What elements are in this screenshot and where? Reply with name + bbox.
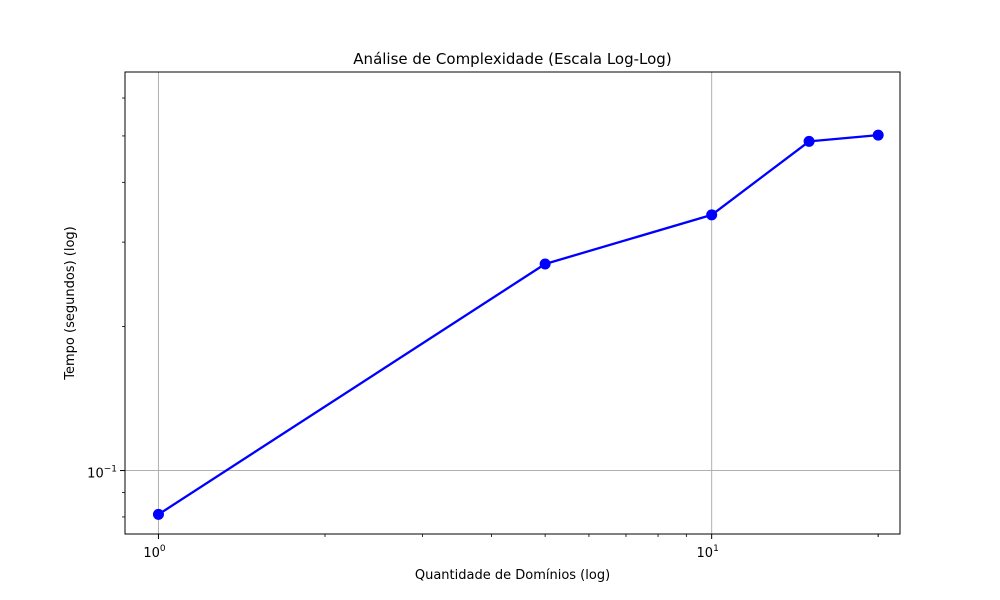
plot-frame [124,71,901,535]
grid-lines [125,72,900,534]
data-point [539,258,551,270]
x-axis-label: Quantidade de Domínios (log) [415,568,610,583]
y-tick-label: 10−1 [87,465,117,482]
data-series [152,129,884,520]
y-axis-label: Tempo (segundos) (log) [63,226,78,380]
x-tick-label: 100 [143,544,166,561]
data-point [152,508,164,520]
data-point [803,135,815,147]
x-tick-label: 101 [697,544,719,561]
data-point [872,129,884,141]
chart-title: Análise de Complexidade (Escala Log-Log) [353,50,671,68]
data-point [706,209,718,221]
